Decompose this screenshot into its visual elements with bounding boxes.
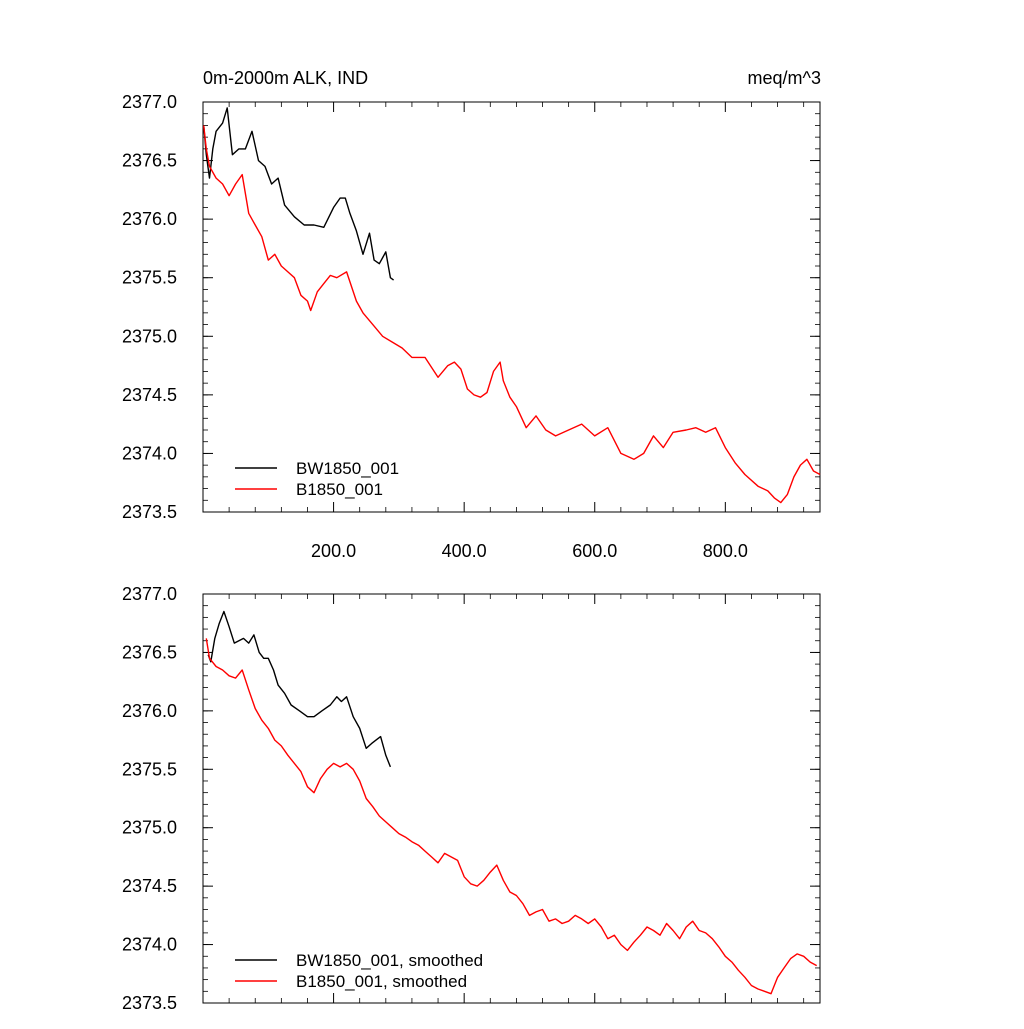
y-tick-label: 2377.0 — [122, 584, 177, 604]
y-tick-label: 2374.5 — [122, 876, 177, 896]
legend-label: B1850_001 — [296, 480, 383, 499]
y-tick-label: 2373.5 — [122, 502, 177, 522]
series-line-red — [205, 638, 818, 995]
legend-label: BW1850_001, smoothed — [296, 951, 483, 970]
legend-label: B1850_001, smoothed — [296, 972, 467, 991]
x-tick-label: 600.0 — [572, 541, 617, 561]
chart-title: 0m-2000m ALK, IND — [203, 68, 368, 88]
series-line-red — [203, 125, 821, 504]
series-line-black — [207, 610, 392, 768]
chart-units: meq/m^3 — [748, 68, 821, 88]
series-line-black — [203, 107, 395, 281]
y-tick-label: 2376.0 — [122, 701, 177, 721]
y-tick-label: 2374.5 — [122, 385, 177, 405]
plot-frame — [202, 593, 821, 1004]
y-tick-label: 2376.5 — [122, 151, 177, 171]
x-tick-label: 400.0 — [442, 541, 487, 561]
y-tick-label: 2375.0 — [122, 326, 177, 346]
y-tick-label: 2377.0 — [122, 92, 177, 112]
y-tick-label: 2376.0 — [122, 209, 177, 229]
x-tick-label: 800.0 — [703, 541, 748, 561]
y-tick-label: 2374.0 — [122, 443, 177, 463]
y-tick-label: 2375.5 — [122, 759, 177, 779]
y-tick-label: 2376.5 — [122, 642, 177, 662]
x-tick-label: 200.0 — [311, 541, 356, 561]
plot-frame — [202, 101, 821, 513]
y-tick-label: 2375.5 — [122, 268, 177, 288]
y-tick-label: 2373.5 — [122, 993, 177, 1013]
y-tick-label: 2374.0 — [122, 935, 177, 955]
y-tick-label: 2375.0 — [122, 818, 177, 838]
legend-label: BW1850_001 — [296, 459, 399, 478]
